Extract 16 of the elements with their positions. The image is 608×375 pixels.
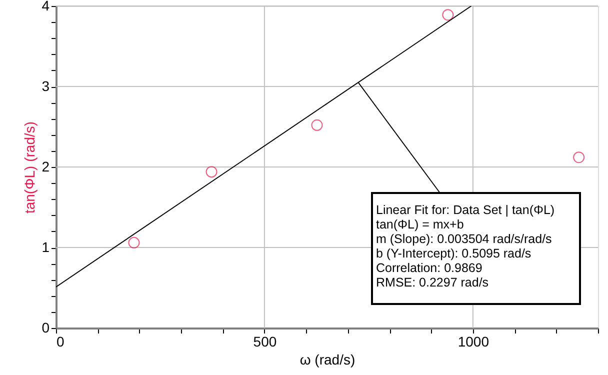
x-tick-label: 500	[253, 334, 277, 350]
annotation: Correlation: 0.9869	[376, 261, 482, 275]
x-tick-label: 0	[56, 334, 64, 350]
y-tick-label: 2	[42, 158, 50, 174]
x-tick-label: 1000	[458, 334, 490, 350]
y-tick-label: 4	[42, 0, 50, 14]
y-axis-title: tan(ΦL) (rad/s)	[22, 121, 38, 214]
y-tick-label: 1	[42, 239, 50, 255]
annotation: m (Slope): 0.003504 rad/s/rad/s	[376, 232, 552, 246]
annotation: Linear Fit for: Data Set | tan(ΦL)	[376, 203, 555, 217]
y-tick-label: 3	[42, 78, 50, 94]
x-axis-title: ω (rad/s)	[300, 352, 356, 368]
annotation: tan(ΦL) = mx+b	[376, 218, 464, 232]
annotation: b (Y-Intercept): 0.5095 rad/s	[376, 246, 532, 260]
y-tick-label: 0	[42, 320, 50, 336]
annotation: RMSE: 0.2297 rad/s	[376, 276, 489, 290]
